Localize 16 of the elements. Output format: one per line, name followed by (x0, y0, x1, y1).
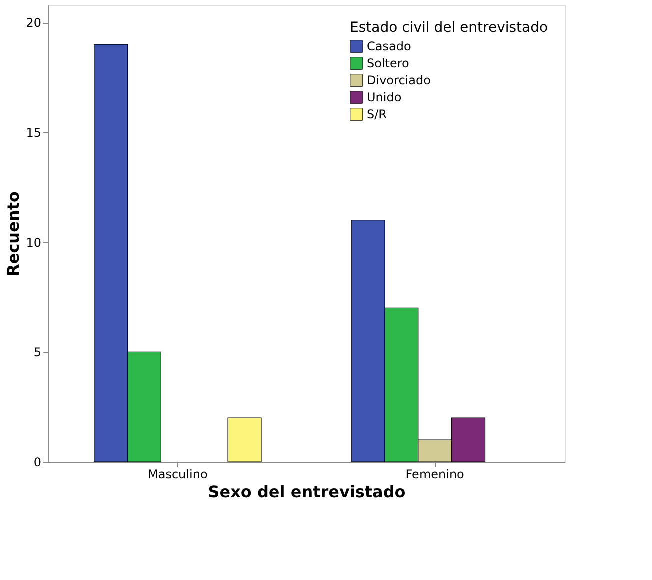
y-axis-title: Recuento (4, 192, 24, 276)
legend-label: Casado (367, 40, 412, 54)
legend-label: Unido (367, 90, 402, 104)
y-tick-label: 15 (26, 126, 42, 140)
y-tick-label: 5 (34, 346, 42, 360)
x-tick-label: Femenino (406, 468, 464, 482)
x-axis-title: Sexo del entrevistado (208, 482, 406, 502)
legend-label: Divorciado (367, 74, 431, 88)
legend-label: S/R (367, 108, 387, 122)
y-tick-label: 20 (26, 16, 42, 30)
y-tick-label: 0 (34, 456, 42, 470)
bar (228, 418, 262, 462)
x-tick-label: Masculino (148, 468, 208, 482)
legend-label: Soltero (367, 56, 410, 70)
legend-title: Estado civil del entrevistado (350, 20, 548, 36)
y-tick-label: 10 (26, 236, 42, 250)
